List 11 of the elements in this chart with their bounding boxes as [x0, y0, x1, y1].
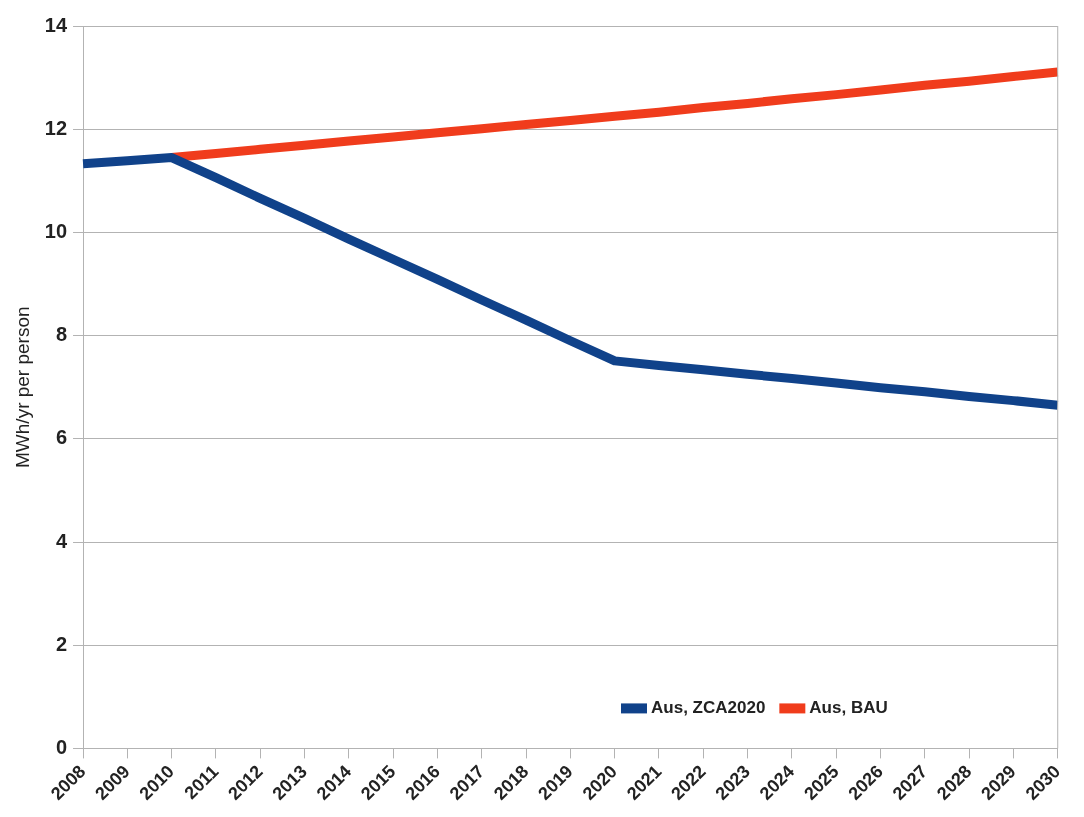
- y-tick-label: 6: [55, 426, 68, 449]
- y-tick-label: 14: [44, 13, 68, 36]
- y-tick-label: 10: [44, 219, 68, 242]
- y-tick-label: 0: [55, 735, 68, 758]
- y-tick-label: 2: [55, 632, 68, 655]
- y-tick-label: 12: [44, 116, 68, 139]
- legend-label: Aus, ZCA2020: [651, 698, 766, 718]
- legend-label: Aus, BAU: [809, 698, 888, 718]
- y-tick-label: 4: [55, 529, 68, 552]
- y-tick-label: 8: [55, 323, 68, 346]
- y-axis-title: MWh/yr per person: [11, 306, 33, 468]
